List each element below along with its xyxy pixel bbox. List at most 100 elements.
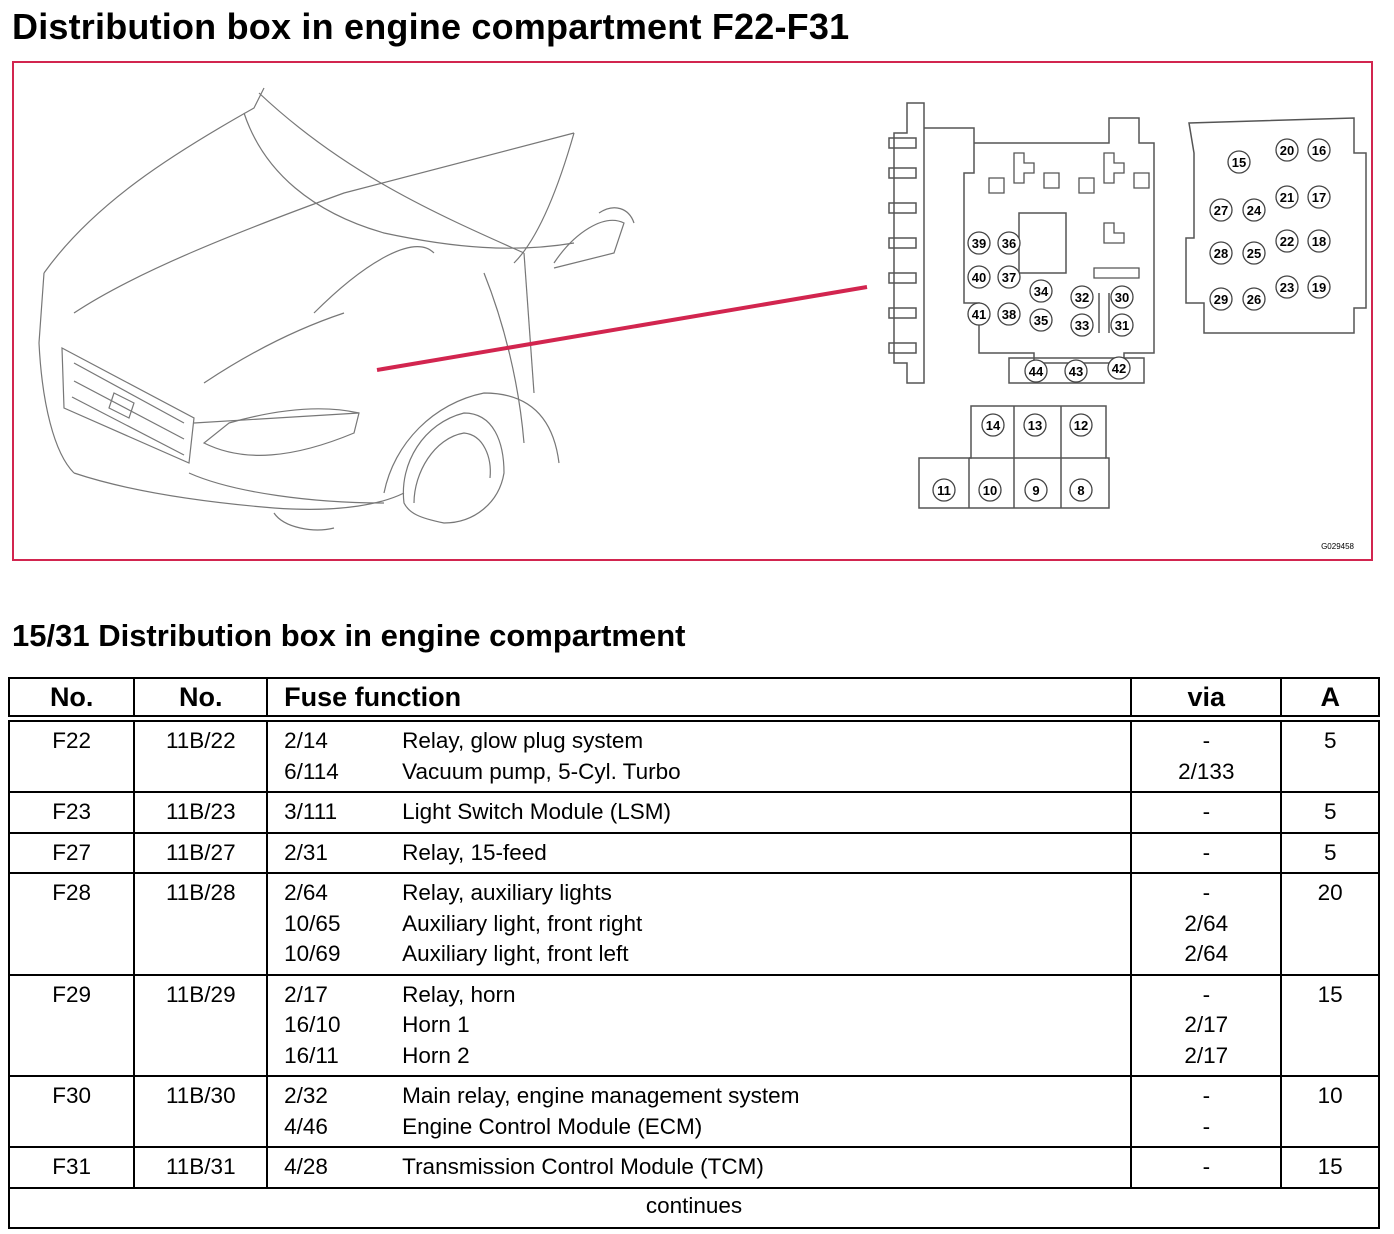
header-no: No.	[7, 677, 136, 722]
cell-fuse-no: F23	[7, 791, 136, 833]
section-title: 15/31 Distribution box in engine compart…	[12, 618, 686, 653]
table-row: F29 11B/29 2/17 Relay, horn 16/10 Horn 1 16/11…	[7, 973, 1380, 1076]
cell-via: -	[1130, 791, 1283, 833]
component-code: 2/31	[284, 839, 328, 865]
cell-amperage: 5	[1280, 831, 1380, 873]
table-row: F30 11B/30 2/32 Main relay, engine manageme…	[7, 1075, 1380, 1147]
fuse-position-label: 10	[983, 483, 997, 498]
function-text: Horn 1	[402, 1012, 470, 1037]
function-text: Relay, glow plug system	[402, 728, 644, 753]
function-line: 2/64 Relay, auxiliary lights	[284, 878, 1130, 909]
function-line: 4/46 Engine Control Module (ECM)	[284, 1112, 1130, 1143]
cell-fuse-no: F27	[7, 831, 136, 873]
cell-fuse-function: 4/28 Transmission Control Module (TCM)	[266, 1146, 1133, 1188]
cell-connector-no: 11B/31	[133, 1146, 269, 1188]
cell-amperage: 20	[1280, 872, 1380, 975]
component-code: 2/14	[284, 728, 328, 753]
fuse-position-marker	[1024, 478, 1048, 502]
cell-fuse-no: F31	[7, 1146, 136, 1188]
function-text: Relay, horn	[402, 981, 516, 1007]
via-value: 2/64	[1184, 941, 1229, 966]
function-text: Auxiliary light, front left	[402, 941, 629, 966]
fuse-position-marker	[1307, 275, 1331, 299]
function-text: Transmission Control Module (TCM)	[402, 1154, 764, 1179]
function-line: 3/111 Light Switch Module (LSM)	[284, 797, 1130, 828]
continues-note: continues	[8, 1186, 1380, 1228]
header-fuse-function: Fuse function	[266, 677, 1133, 722]
cell-via: - 2/133	[1130, 717, 1283, 792]
via-value: -	[1202, 1154, 1211, 1179]
fuse-position-label: 36	[1002, 236, 1016, 251]
page-title: Distribution box in engine compartment F…	[12, 6, 850, 47]
fuse-position-marker	[1209, 241, 1233, 265]
fuse-position-label: 21	[1280, 190, 1294, 205]
fuse-position-label: 19	[1312, 280, 1326, 295]
fuse-position-marker	[1023, 413, 1047, 437]
fuse-position-marker	[997, 265, 1021, 289]
via-value: -	[1202, 1113, 1211, 1139]
fuse-position-marker	[1029, 279, 1053, 303]
fuse-position-label: 17	[1312, 190, 1326, 205]
fuse-position-marker	[1275, 275, 1299, 299]
cell-via: -	[1130, 831, 1283, 873]
fuse-position-marker	[1070, 313, 1094, 337]
fuse-position-marker	[1107, 356, 1131, 380]
component-code: 2/32	[284, 1083, 328, 1108]
fuse-position-marker	[1227, 150, 1251, 174]
component-code: 2/64	[284, 880, 328, 905]
cell-fuse-no: F28	[7, 872, 136, 975]
fuse-position-marker	[1070, 285, 1094, 309]
function-text: Auxiliary light, front right	[402, 910, 643, 936]
cell-amperage: 10	[1280, 1075, 1380, 1147]
fuse-position-label: 43	[1069, 364, 1083, 379]
function-text: Main relay, engine management system	[402, 1083, 800, 1108]
fuse-position-label: 16	[1312, 143, 1326, 158]
function-line: 16/11 Horn 2	[284, 1041, 1130, 1072]
fuse-position-marker	[1307, 138, 1331, 162]
fuse-position-label: 24	[1247, 203, 1262, 218]
diagram-figure: 15 20 16 21 17 27 24 22 18 28 25 23 19 29 26 39 36 40 37 34…	[12, 61, 1373, 561]
cell-fuse-no: F30	[7, 1075, 136, 1147]
function-line: 10/65 Auxiliary light, front right	[284, 909, 1130, 940]
fuse-position-label: 30	[1115, 290, 1129, 305]
engine-compartment-illustration: 15 20 16 21 17 27 24 22 18 28 25 23 19 29 26 39 36 40 37 34…	[38, 87, 1367, 551]
fuse-position-marker	[1209, 287, 1233, 311]
cell-connector-no: 11B/30	[133, 1075, 269, 1147]
component-code: 10/65	[284, 910, 341, 936]
component-code: 4/46	[284, 1113, 328, 1139]
figure-code: G029458	[1321, 542, 1354, 551]
cell-amperage: 15	[1280, 973, 1380, 1076]
car-drawing	[38, 87, 635, 531]
function-line: 2/14 Relay, glow plug system	[284, 726, 1130, 757]
fuse-position-label: 15	[1232, 155, 1246, 170]
function-line: 10/69 Auxiliary light, front left	[284, 939, 1130, 970]
via-value: -	[1202, 839, 1211, 865]
fuse-position-label: 40	[972, 270, 986, 285]
fuse-position-label: 26	[1247, 292, 1261, 307]
via-value: 2/17	[1184, 1042, 1229, 1068]
function-text: Light Switch Module (LSM)	[402, 799, 672, 824]
fuse-position-marker	[978, 478, 1002, 502]
fuse-position-label: 37	[1002, 270, 1016, 285]
fuse-position-label: 9	[1032, 483, 1039, 498]
function-line: 16/10 Horn 1	[284, 1010, 1130, 1041]
component-code: 10/69	[284, 941, 341, 966]
fuse-position-marker	[967, 231, 991, 255]
fuse-position-marker	[932, 478, 956, 502]
fuse-position-marker	[1069, 478, 1093, 502]
fuse-position-marker	[967, 302, 991, 326]
fuse-position-label: 18	[1312, 234, 1326, 249]
fuse-position-label: 23	[1280, 280, 1294, 295]
cell-fuse-function: 3/111 Light Switch Module (LSM)	[266, 791, 1133, 833]
function-line: 6/114 Vacuum pump, 5-Cyl. Turbo	[284, 757, 1130, 788]
fuse-position-marker	[1242, 287, 1266, 311]
fuse-position-label: 41	[972, 307, 986, 322]
fuse-position-marker	[1064, 359, 1088, 383]
table-row: F31 11B/31 4/28 Transmission Control Module…	[7, 1146, 1380, 1188]
fuse-position-marker	[1024, 359, 1048, 383]
fuse-position-label: 20	[1280, 143, 1294, 158]
component-code: 16/10	[284, 1012, 341, 1037]
cell-fuse-function: 2/32 Main relay, engine management system…	[266, 1075, 1133, 1147]
header-via: via	[1130, 677, 1283, 722]
function-text: Engine Control Module (ECM)	[402, 1113, 703, 1139]
